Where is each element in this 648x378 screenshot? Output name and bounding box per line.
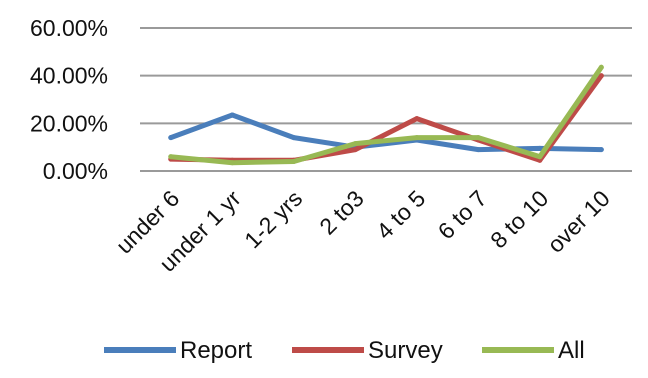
legend-label-all: All	[558, 337, 585, 364]
series-line-report	[168, 112, 604, 153]
data-point-all-under-6	[168, 154, 174, 160]
y-tick-label: 20.00%	[30, 110, 108, 136]
data-point-survey-8-to-10	[537, 157, 543, 163]
x-tick-label-6-to-7: 6 to 7	[433, 185, 492, 244]
y-tick-label: 0.00%	[43, 158, 108, 184]
data-point-all-1-2-yrs	[291, 159, 297, 164]
legend-label-report: Report	[180, 337, 252, 364]
x-tick-label-2-to3: 2 to3	[314, 185, 369, 240]
series-lines	[168, 64, 604, 166]
x-tick-label-1-2-yrs: 1-2 yrs	[239, 185, 307, 253]
data-point-all-8-to-10	[537, 154, 543, 160]
data-point-report-8-to-10	[537, 145, 543, 151]
data-point-survey-2-to3	[352, 147, 358, 153]
y-tick-label: 60.00%	[30, 15, 108, 41]
series-line-all	[168, 64, 604, 166]
data-point-all-6-to-7	[475, 135, 481, 141]
data-point-report-under-1-yr	[229, 112, 235, 118]
data-point-all-2-to3	[352, 141, 358, 147]
data-point-report-6-to-7	[475, 147, 481, 153]
data-point-all-4-to-5	[414, 135, 420, 141]
x-tick-label-4-to-5: 4 to 5	[371, 185, 430, 244]
legend-label-survey: Survey	[368, 337, 443, 364]
x-tick-label-over-10: over 10	[542, 185, 615, 258]
y-tick-label: 40.00%	[30, 63, 108, 89]
data-point-survey-over-10	[598, 73, 604, 79]
data-point-all-under-1-yr	[229, 160, 235, 166]
data-point-survey-4-to-5	[414, 116, 420, 122]
legend-item-survey: Survey	[292, 337, 443, 364]
data-point-report-over-10	[598, 147, 604, 153]
legend-item-all: All	[482, 337, 585, 364]
data-point-report-under-6	[168, 135, 174, 141]
legend-item-report: Report	[104, 337, 252, 364]
data-point-all-over-10	[598, 64, 604, 70]
gridlines	[140, 27, 632, 172]
data-point-report-1-2-yrs	[291, 135, 297, 141]
y-axis-tick-labels: 60.00% 40.00% 20.00% 0.00%	[30, 15, 108, 184]
legend: Report Survey All	[104, 337, 585, 364]
x-tick-label-8-to-10: 8 to 10	[485, 185, 553, 253]
